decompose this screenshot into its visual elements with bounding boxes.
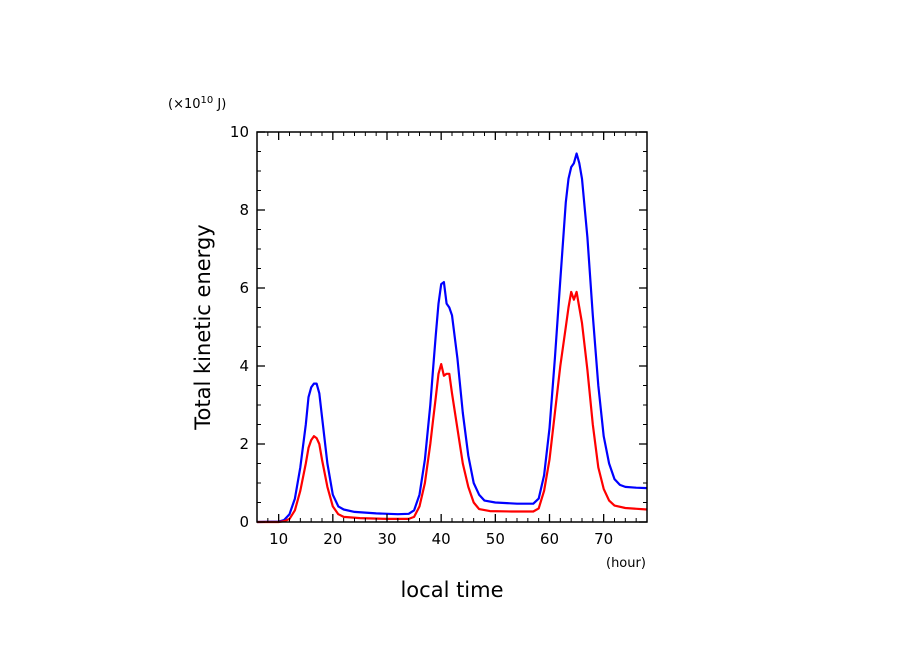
y-axis-title: Total kinetic energy: [191, 224, 215, 430]
y-tick-label: 4: [239, 357, 249, 375]
y-tick-label: 10: [230, 123, 249, 141]
series-line-1: [256, 152, 648, 524]
x-tick-label: 40: [432, 530, 451, 548]
plot-frame: [256, 131, 648, 523]
y-unit-label: (×1010 J): [168, 95, 226, 112]
x-tick-label: 50: [486, 530, 505, 548]
axis-ticks: 10 20 30 40 50 60 70 0 2 4 6 8 10: [230, 123, 648, 548]
y-unit-exponent: 10: [201, 95, 214, 106]
y-tick-label: 2: [239, 435, 249, 453]
y-unit-suffix: J): [213, 97, 226, 112]
plot-area: [256, 131, 648, 524]
x-tick-label: 60: [540, 530, 559, 548]
y-tick-label: 6: [239, 279, 249, 297]
x-tick-label: 70: [594, 530, 613, 548]
x-tick-label: 30: [377, 530, 396, 548]
x-unit-label: (hour): [606, 556, 646, 571]
series-line-2: [257, 290, 648, 524]
y-tick-label: 0: [239, 513, 249, 531]
x-tick-label: 10: [269, 530, 288, 548]
y-unit-prefix: (×10: [168, 97, 201, 112]
x-axis-title: local time: [400, 578, 503, 602]
x-tick-label: 20: [323, 530, 342, 548]
y-tick-label: 8: [239, 201, 249, 219]
